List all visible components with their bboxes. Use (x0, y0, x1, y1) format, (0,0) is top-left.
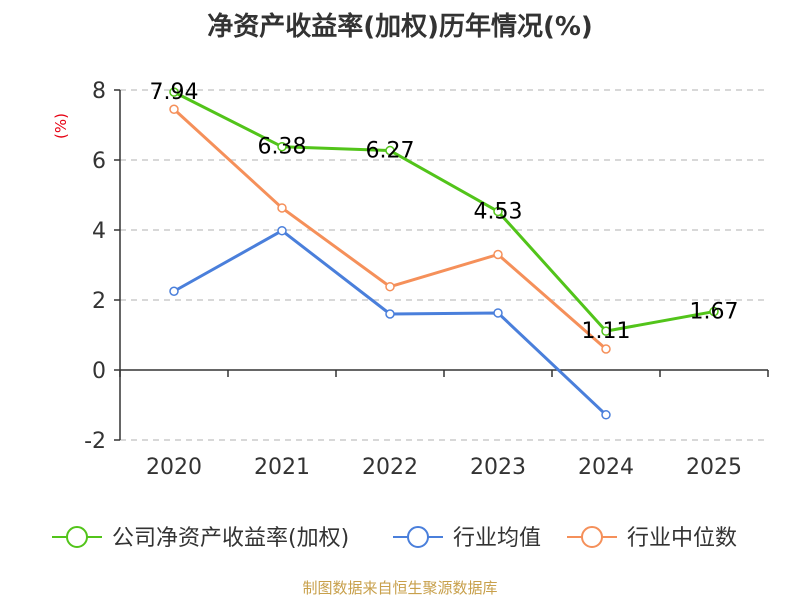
y-tick-label: -2 (84, 429, 106, 454)
data-labels: 7.94 6.38 6.27 4.53 1.11 1.67 (150, 80, 739, 344)
chart-title: 净资产收益率(加权)历年情况(%) (207, 12, 593, 42)
data-point (385, 309, 395, 319)
data-point (169, 286, 179, 296)
y-tick-label: 0 (92, 359, 106, 384)
x-tick-label-2021: 2021 (254, 455, 310, 480)
series-lines (169, 87, 719, 420)
data-point (169, 104, 179, 114)
x-tick-label-2024: 2024 (578, 455, 634, 480)
data-label: 4.53 (474, 199, 523, 224)
data-point (601, 344, 611, 354)
legend-label-2: 行业中位数 (627, 526, 737, 551)
axes: -2 0 2 4 6 8 2020 2021 2022 2023 2024 2025 (%) (52, 79, 769, 480)
y-tick-label: 2 (92, 289, 106, 314)
legend-label-1: 行业均值 (453, 526, 541, 551)
data-point (493, 308, 503, 318)
legend-marker-1 (407, 526, 429, 548)
data-point (601, 326, 611, 336)
source-note: 制图数据来自恒生聚源数据库 (302, 579, 498, 597)
legend-marker-2 (581, 526, 603, 548)
y-tick-label: 6 (92, 149, 106, 174)
legend-label-0: 公司净资产收益率(加权) (112, 526, 349, 551)
y-tick-label: 4 (92, 219, 106, 244)
data-label: 7.94 (150, 80, 199, 105)
x-tick-label-2025: 2025 (686, 455, 742, 480)
data-point (601, 410, 611, 420)
data-point (709, 306, 719, 317)
data-point (493, 206, 503, 217)
y-axis-label: (%) (52, 113, 70, 139)
legend: 公司净资产收益率(加权) 行业均值 行业中位数 (52, 526, 737, 551)
data-point (169, 87, 179, 97)
data-label: 6.27 (366, 139, 415, 164)
legend-marker-0 (66, 526, 88, 548)
y-tick-label: 8 (92, 79, 106, 104)
data-label: 1.11 (582, 319, 631, 344)
data-label: 1.67 (690, 300, 739, 325)
data-point (277, 141, 287, 152)
series-line-0 (173, 90, 715, 333)
data-point (277, 225, 287, 236)
data-point (277, 203, 287, 213)
x-tick-label-2023: 2023 (470, 455, 526, 480)
data-point (493, 249, 503, 260)
data-label: 6.38 (258, 135, 307, 160)
x-tick-label-2020: 2020 (146, 455, 202, 480)
grid-lines (120, 89, 768, 441)
data-point (385, 145, 395, 156)
data-point (385, 281, 395, 292)
x-tick-label-2022: 2022 (362, 455, 418, 480)
